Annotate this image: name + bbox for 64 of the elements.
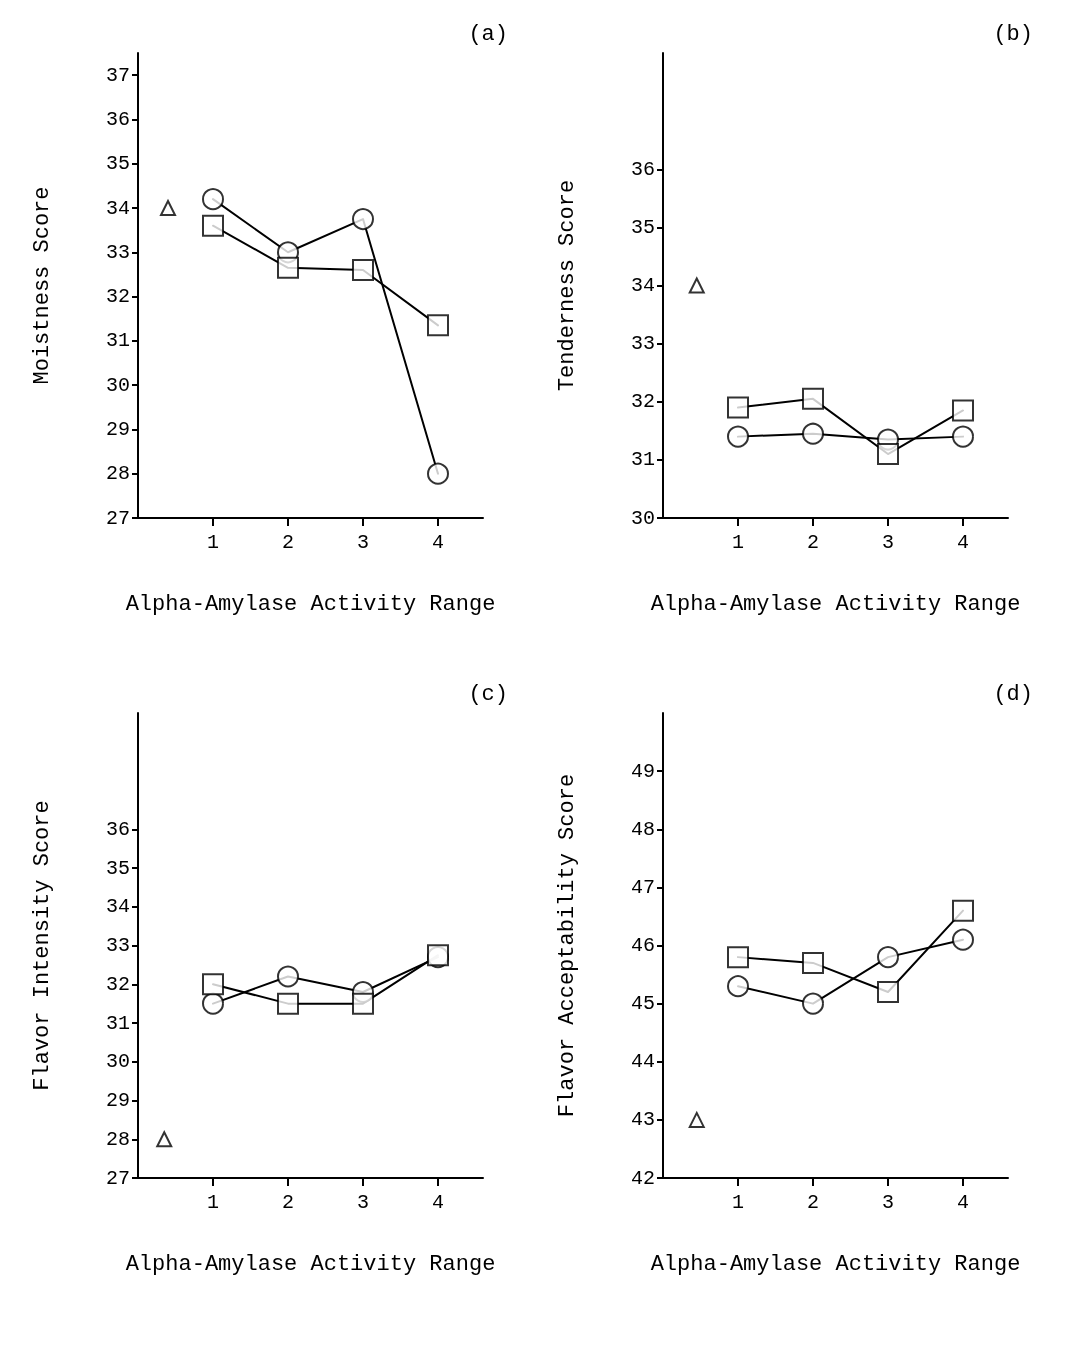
- y-tick-label: 28: [105, 1127, 130, 1151]
- y-tick-label: 27: [105, 1166, 130, 1190]
- y-tick-label: 36: [105, 817, 130, 841]
- x-tick-label: 2: [281, 530, 295, 554]
- y-tick-label: 31: [630, 448, 655, 472]
- x-tick-label: 4: [431, 530, 445, 554]
- y-tick-label: 36: [630, 157, 655, 181]
- x-tick-label: 2: [281, 1190, 295, 1214]
- y-tick-label: 33: [105, 934, 130, 957]
- chart-title: (b): [993, 21, 1033, 47]
- y-tick-label: 47: [630, 875, 655, 899]
- x-tick-label: 2: [806, 530, 820, 554]
- y-tick-label: 46: [630, 934, 655, 957]
- x-tick-label: 1: [206, 1190, 220, 1214]
- y-tick-label: 37: [105, 63, 130, 87]
- y-tick-label: 27: [105, 506, 130, 530]
- y-axis-title: Moistness Score: [29, 186, 55, 385]
- chart-title: (c): [468, 681, 508, 707]
- x-tick-label: 1: [731, 530, 745, 554]
- y-tick-label: 49: [630, 759, 655, 783]
- x-tick-label: 3: [881, 1190, 895, 1214]
- y-axis-title: Flavor Acceptability Score: [554, 773, 580, 1118]
- x-axis-title: Alpha-Amylase Activity Range: [650, 1251, 1021, 1277]
- y-tick-label: 32: [105, 972, 130, 996]
- y-tick-label: 32: [630, 390, 655, 414]
- y-tick-label: 45: [630, 992, 655, 1016]
- x-tick-label: 3: [356, 530, 370, 554]
- y-tick-label: 36: [105, 107, 130, 131]
- y-tick-label: 29: [105, 417, 130, 441]
- x-tick-label: 3: [881, 530, 895, 554]
- y-tick-label: 34: [630, 274, 655, 297]
- x-tick-label: 1: [206, 530, 220, 554]
- y-tick-label: 30: [630, 506, 655, 530]
- x-axis-title: Alpha-Amylase Activity Range: [125, 591, 496, 617]
- y-tick-label: 34: [105, 196, 130, 220]
- y-tick-label: 30: [105, 1050, 130, 1074]
- y-tick-label: 35: [630, 215, 655, 239]
- x-tick-label: 4: [431, 1190, 445, 1214]
- y-tick-label: 32: [105, 285, 130, 309]
- y-tick-label: 31: [105, 1011, 130, 1035]
- y-tick-label: 35: [105, 856, 130, 880]
- x-axis-title: Alpha-Amylase Activity Range: [650, 591, 1021, 617]
- x-tick-label: 4: [956, 530, 970, 554]
- y-tick-label: 29: [105, 1089, 130, 1112]
- y-tick-label: 33: [105, 240, 130, 264]
- x-tick-label: 2: [806, 1190, 820, 1214]
- x-axis-title: Alpha-Amylase Activity Range: [125, 1251, 496, 1277]
- x-tick-label: 4: [956, 1190, 970, 1214]
- x-tick-label: 1: [731, 1190, 745, 1214]
- y-tick-label: 35: [105, 152, 130, 176]
- y-tick-label: 34: [105, 895, 130, 919]
- y-tick-label: 43: [630, 1108, 655, 1132]
- y-tick-label: 48: [630, 817, 655, 841]
- y-axis-title: Flavor Intensity Score: [29, 800, 55, 1091]
- y-tick-label: 44: [630, 1050, 655, 1074]
- chart-title: (a): [468, 21, 508, 47]
- chart-title: (d): [993, 681, 1033, 707]
- y-tick-label: 42: [630, 1166, 655, 1190]
- y-tick-label: 28: [105, 462, 130, 486]
- y-tick-label: 33: [630, 332, 655, 356]
- y-tick-label: 31: [105, 329, 130, 353]
- y-tick-label: 30: [105, 373, 130, 397]
- x-tick-label: 3: [356, 1190, 370, 1214]
- y-axis-title: Tenderness Score: [554, 179, 580, 392]
